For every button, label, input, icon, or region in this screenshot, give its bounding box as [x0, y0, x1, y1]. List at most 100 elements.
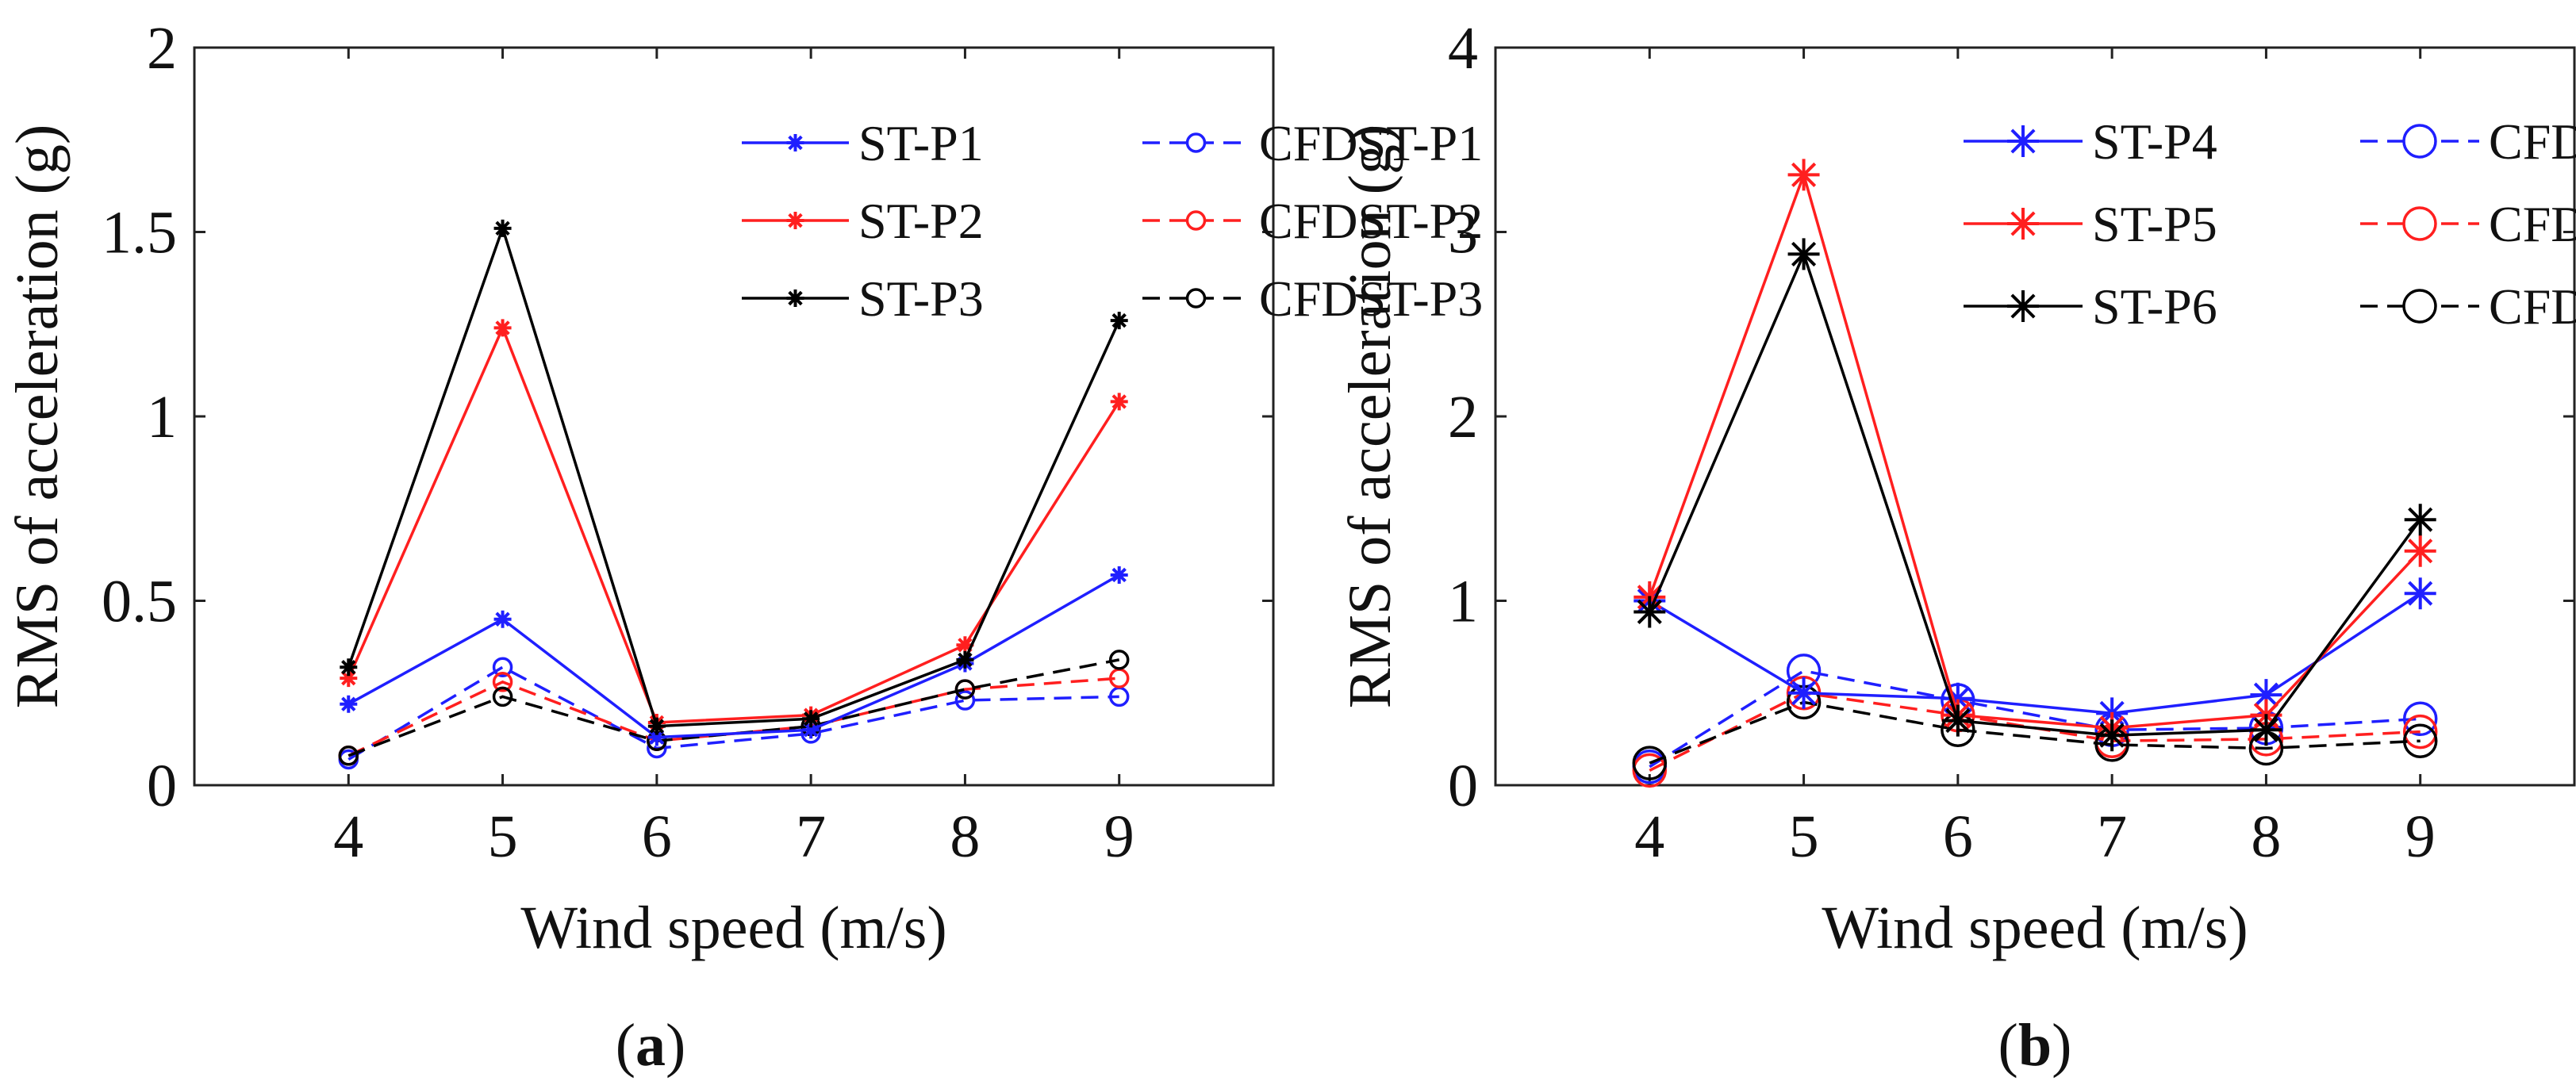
- data-point-cfdst-p3: [1108, 650, 1130, 670]
- series-cfdst-p2: [338, 668, 1130, 766]
- series-line-st-p4: [1649, 592, 2421, 715]
- legend-marker: [786, 134, 804, 151]
- legend-marker: [1185, 210, 1207, 231]
- legend-label: ST-P3: [858, 270, 984, 327]
- legend-label: CFDST-P3: [1259, 270, 1483, 327]
- series-line-st-p2: [347, 324, 1121, 724]
- legend-marker: [2402, 124, 2437, 159]
- series-line-st-p3: [347, 224, 1121, 728]
- data-point-st-p3: [802, 710, 820, 728]
- data-point-st-p6: [1787, 238, 1820, 270]
- series-line-st-p1: [347, 573, 1120, 739]
- x-tick-label: 9: [2405, 803, 2436, 870]
- series-line-cfdst-p6: [1649, 700, 2421, 765]
- x-ticks-a: 4 5 6 7 8 9: [333, 48, 1134, 870]
- data-point-cfdst-p3: [338, 746, 359, 766]
- data-point-st-p2: [956, 636, 974, 654]
- panel-b: 0 1 2 3 4 4 5 6 7 8 9 ST-P4 ST-P5 ST-P6 CFDST-P4 CFDS…: [1337, 15, 2576, 1079]
- series-cfdst-p3: [338, 650, 1130, 766]
- series-st-p2: [340, 319, 1128, 731]
- data-point-st-p4: [2404, 577, 2436, 610]
- data-point-cfdst-p2: [492, 672, 513, 692]
- legend-entry-st-p6: ST-P6: [1964, 278, 2217, 335]
- data-point-st-p1: [340, 695, 358, 713]
- panel-letter-b: b: [2018, 1012, 2052, 1079]
- series-st-p4: [1634, 577, 2436, 730]
- data-point-cfdst-p4: [2402, 701, 2438, 737]
- panel-label-b: (b): [1998, 1012, 2072, 1079]
- y-ticks-b: 0 1 2 3 4: [1448, 15, 2574, 819]
- data-point-st-p2: [1110, 393, 1128, 411]
- data-point-st-p1: [647, 728, 666, 746]
- x-tick-label: 9: [1104, 803, 1134, 870]
- plot-frame-b: [1494, 46, 2576, 787]
- data-point-st-p5: [1787, 159, 1820, 191]
- data-point-st-p4: [1941, 682, 1974, 715]
- x-tick-label: 5: [488, 803, 518, 870]
- legend-label: CFDST-P1: [1259, 115, 1483, 171]
- data-point-st-p6: [1634, 596, 1666, 628]
- data-point-cfdst-p6: [1632, 746, 1668, 780]
- legend-a: ST-P1 ST-P2 ST-P3 CFDST-P1 CFDST-P2 CFDST-P3: [742, 115, 1483, 327]
- data-point-cfdst-p1: [492, 657, 513, 677]
- data-point-st-p2: [493, 319, 512, 337]
- x-tick-label: 7: [796, 803, 826, 870]
- legend-entry-st-p1: ST-P1: [742, 115, 984, 171]
- data-point-st-p3: [340, 658, 358, 677]
- y-tick-label: 1: [1448, 569, 1478, 635]
- legend-label: ST-P5: [2092, 196, 2217, 252]
- data-point-st-p3: [493, 219, 512, 237]
- legend-marker: [1185, 288, 1207, 309]
- x-tick-label: 5: [1789, 803, 1819, 870]
- data-point-st-p4: [1787, 677, 1820, 709]
- legend-label: ST-P6: [2092, 278, 2217, 335]
- legend-entry-cfdst-p6: CFDST-P6: [2360, 278, 2576, 335]
- data-point-st-p6: [2404, 504, 2436, 536]
- data-point-st-p5: [2404, 535, 2436, 567]
- legend-label: CFDST-P5: [2489, 196, 2576, 252]
- data-point-st-p1: [493, 610, 512, 628]
- x-tick-label: 4: [333, 803, 363, 870]
- legend-entry-st-p2: ST-P2: [742, 193, 984, 249]
- data-point-st-p6: [2096, 719, 2129, 752]
- series-line-st-p6: [1648, 250, 2422, 737]
- x-tick-label: 7: [2097, 803, 2127, 870]
- data-point-st-p3: [956, 650, 974, 669]
- legend-marker: [786, 212, 804, 229]
- series-line-st-p5: [1648, 170, 2421, 730]
- y-tick-label: 2: [1448, 384, 1478, 450]
- data-point-cfdst-p6: [2402, 723, 2438, 758]
- x-tick-label: 6: [1943, 803, 1973, 870]
- data-point-cfdst-p3: [954, 679, 976, 700]
- data-point-st-p6: [2250, 714, 2282, 746]
- x-axis-label-b: Wind speed (m/s): [1822, 895, 2248, 961]
- legend-entry-st-p5: ST-P5: [1964, 196, 2217, 252]
- legend-marker: [2402, 206, 2437, 241]
- x-tick-label: 8: [2251, 803, 2281, 870]
- legend-marker: [786, 289, 804, 307]
- data-point-st-p1: [1110, 566, 1128, 584]
- panel-letter-a: a: [635, 1012, 666, 1079]
- legend-label: ST-P1: [858, 115, 984, 171]
- data-point-st-p3: [1110, 312, 1128, 330]
- data-point-st-p6: [1941, 704, 1974, 737]
- legend-label: ST-P4: [2092, 113, 2217, 170]
- series-line-cfdst-p4: [1649, 669, 2421, 769]
- y-tick-label: 3: [1448, 200, 1478, 266]
- legend-entry-cfdst-p4: CFDST-P4: [2360, 113, 2576, 170]
- series-cfdst-p1: [338, 657, 1130, 770]
- data-point-st-p1: [802, 721, 820, 739]
- data-point-cfdst-p3: [492, 686, 513, 707]
- series-group-a: [338, 219, 1130, 770]
- panel-a: 0 0.5 1 1.5 2 4 5 6 7 8 9 ST-P1 ST-P2 ST-P3 CFDST-P1…: [4, 15, 1483, 1079]
- series-cfdst-p5: [1632, 676, 2438, 788]
- legend-marker: [2007, 290, 2039, 322]
- legend-marker: [2007, 208, 2039, 240]
- legend-entry-cfdst-p1: CFDST-P1: [1142, 115, 1483, 171]
- y-axis-label-b: RMS of acceleration (g): [1337, 125, 1403, 709]
- series-st-p5: [1634, 159, 2436, 744]
- series-line-cfdst-p1: [347, 665, 1119, 761]
- x-tick-label: 6: [642, 803, 672, 870]
- legend-label: ST-P2: [858, 193, 984, 249]
